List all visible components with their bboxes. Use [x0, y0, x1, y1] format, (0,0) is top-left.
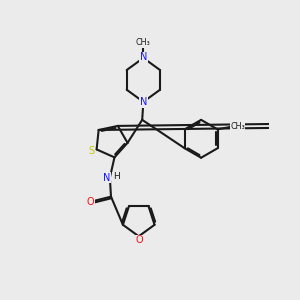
Text: N: N: [103, 173, 111, 183]
Text: O: O: [86, 197, 94, 207]
Text: O: O: [135, 235, 143, 245]
Text: N: N: [140, 97, 147, 107]
Text: H: H: [113, 172, 120, 181]
Text: N: N: [140, 52, 147, 62]
Text: CH₃: CH₃: [136, 38, 151, 47]
Text: S: S: [88, 146, 94, 156]
Text: CH₃: CH₃: [230, 122, 245, 131]
